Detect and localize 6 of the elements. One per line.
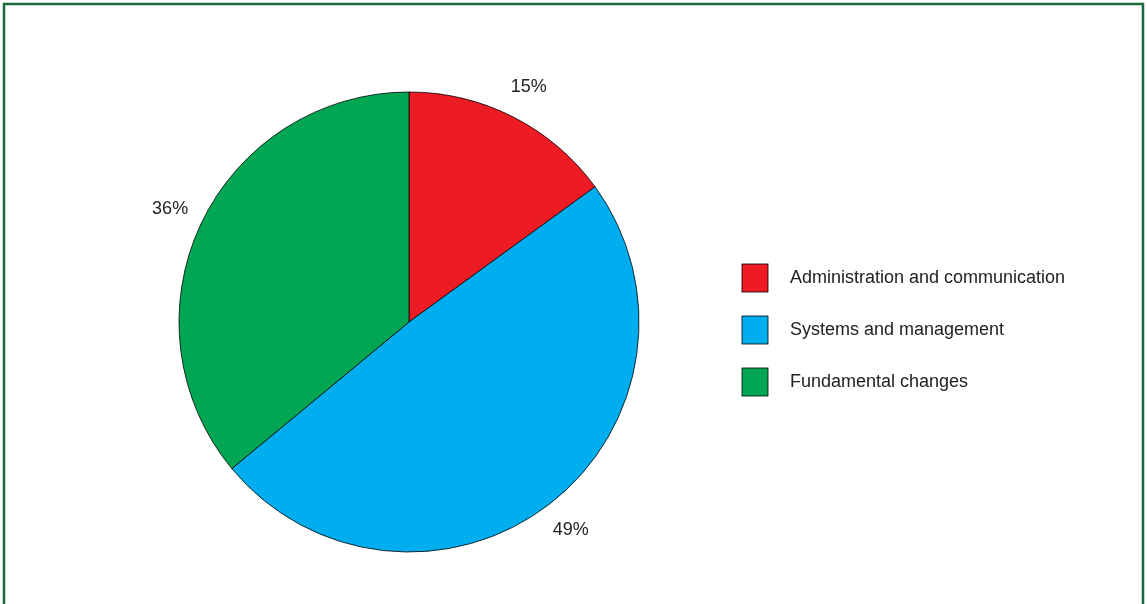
legend-label: Fundamental changes bbox=[790, 370, 969, 391]
legend-label: Administration and communication bbox=[790, 266, 1066, 287]
data-label: 49% bbox=[552, 519, 589, 540]
legend-label: Systems and management bbox=[790, 318, 1005, 339]
data-label: 15% bbox=[510, 75, 547, 96]
data-label: 36% bbox=[152, 198, 189, 219]
